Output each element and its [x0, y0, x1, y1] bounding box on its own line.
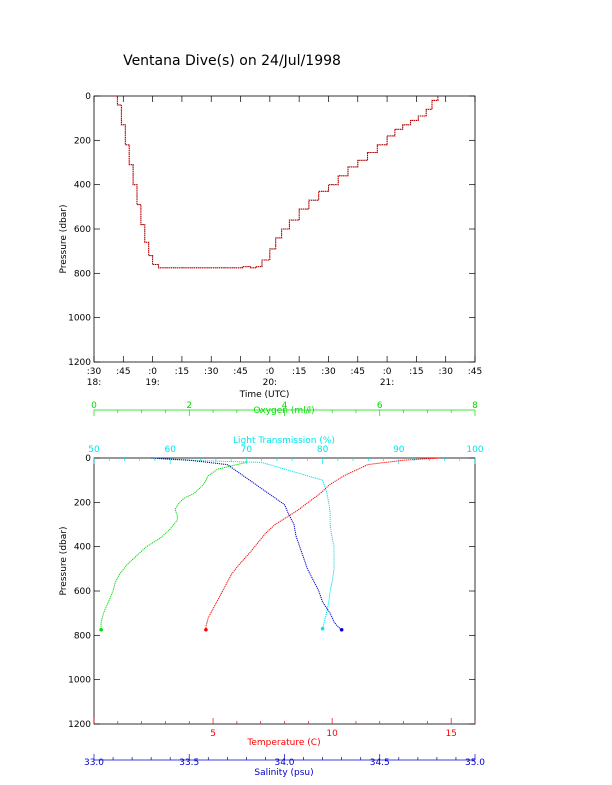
transmission-profile-line [154, 457, 335, 629]
oxygen-tick-label: 0 [91, 401, 97, 411]
y-tick-label: 400 [74, 181, 91, 191]
y-axis-label: Pressure (dbar) [59, 205, 69, 274]
x-tick-label: :0 [265, 367, 274, 377]
x-tick-label: :0 [383, 367, 392, 377]
temperature-tick-label: 15 [445, 729, 456, 739]
y-tick-label: 1200 [68, 720, 91, 730]
x-tick-label: :30 [87, 367, 102, 377]
temperature-axis-label: Temperature (C) [246, 738, 320, 748]
salinity-profile-line [151, 457, 342, 631]
temperature-tick-label: 5 [210, 729, 216, 739]
x-tick-hour-label: 18: [87, 378, 101, 388]
x-tick-label: :15 [175, 367, 189, 377]
profile-plot: 0 200 400 600 800 1000 1200 Pressure (dbar) 0 2 4 6… [59, 401, 485, 778]
salinity-axis-label: Salinity (psu) [254, 768, 313, 778]
y-tick-label: 1000 [68, 676, 91, 686]
x-tick-label: :0 [148, 367, 157, 377]
x-tick-hour-label: 21: [380, 378, 394, 388]
temperature-tick-label: 10 [326, 729, 338, 739]
oxygen-axis-label: Oxygen (ml/l) [253, 406, 314, 416]
salinity-tick-label: 33.5 [179, 758, 199, 768]
profile-plot-frame [93, 457, 476, 725]
x-axis-label: Time (UTC) [239, 390, 290, 400]
transmission-tick-label: 70 [241, 445, 253, 455]
x-tick-label: :30 [321, 367, 336, 377]
y-tick-label: 1000 [68, 314, 91, 324]
salinity-tick-label: 34.0 [274, 758, 294, 768]
temperature-bottom-marker [204, 627, 208, 632]
y-tick-label: 800 [74, 269, 91, 279]
x-tick-hour-label: 19: [145, 378, 159, 388]
dive-pressure-line [113, 95, 439, 269]
x-tick-label: :45 [233, 367, 247, 377]
oxygen-tick-label: 4 [282, 401, 288, 411]
y-tick-label: 400 [74, 543, 91, 553]
oxygen-tick-label: 6 [377, 401, 383, 411]
salinity-tick-label: 35.0 [465, 758, 485, 768]
x-tick-label: :30 [438, 367, 453, 377]
y-tick-label: 0 [85, 92, 91, 102]
y-tick-label: 800 [74, 631, 91, 641]
y-tick-label: 600 [74, 587, 91, 597]
transmission-tick-label: 100 [466, 445, 483, 455]
transmission-tick-label: 60 [164, 445, 176, 455]
x-tick-label: :15 [409, 367, 423, 377]
y-tick-label: 0 [85, 454, 91, 464]
oxygen-profile-line [100, 461, 247, 630]
y-tick-label: 200 [74, 498, 91, 508]
salinity-tick-label: 33.0 [84, 758, 104, 768]
transmission-axis-label: Light Transmission (%) [233, 436, 335, 446]
y-tick-label: 600 [74, 225, 91, 235]
transmission-bottom-marker [320, 626, 325, 631]
salinity-tick-label: 34.5 [370, 758, 390, 768]
x-tick-hour-label: 20: [263, 378, 277, 388]
figure-title: Ventana Dive(s) on 24/Jul/1998 [123, 53, 341, 69]
oxygen-tick-label: 2 [186, 401, 192, 411]
temperature-profile-line [205, 457, 440, 630]
dive-pressure-dots [113, 95, 439, 269]
transmission-tick-label: 90 [393, 445, 405, 455]
oxygen-bottom-marker [99, 627, 103, 632]
salinity-bottom-marker [339, 627, 344, 632]
x-tick-label: :45 [116, 367, 130, 377]
y-axis-label: Pressure (dbar) [59, 527, 69, 596]
x-tick-label: :15 [292, 367, 306, 377]
y-tick-label: 1200 [68, 358, 91, 368]
y-tick-label: 200 [74, 136, 91, 146]
transmission-tick-label: 80 [317, 445, 329, 455]
time-series-plot: 020040060080010001200:3018::45:019::15:3… [59, 92, 482, 400]
oxygen-tick-label: 8 [472, 401, 478, 411]
transmission-tick-label: 50 [88, 445, 100, 455]
x-tick-label: :30 [204, 367, 219, 377]
x-tick-label: :45 [468, 367, 482, 377]
x-tick-label: :45 [351, 367, 365, 377]
